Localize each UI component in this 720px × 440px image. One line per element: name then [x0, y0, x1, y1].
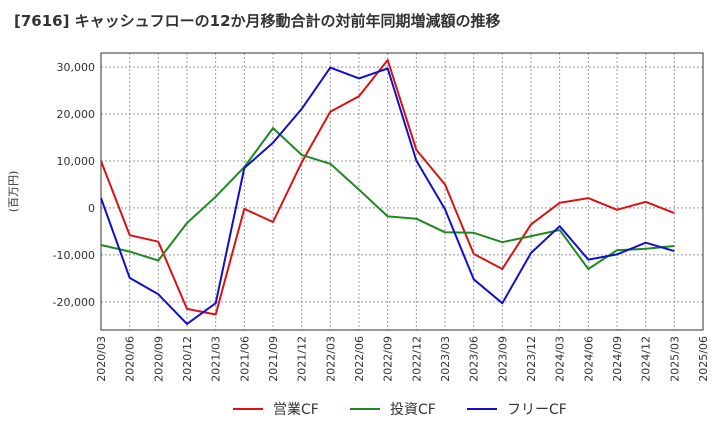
x-tick-label: 2023/06: [468, 336, 481, 382]
x-tick-label: 2024/03: [554, 336, 567, 382]
x-tick-label: 2021/12: [296, 336, 309, 382]
x-tick-label: 2021/09: [267, 336, 280, 382]
y-tick-label: -20,000: [53, 296, 95, 309]
y-tick-label: 30,000: [57, 61, 96, 74]
x-tick-label: 2021/03: [210, 336, 223, 382]
x-tick-label: 2022/03: [324, 336, 337, 382]
series-line-0: [100, 59, 675, 316]
x-tick-label: 2024/12: [640, 336, 653, 382]
x-tick-label: 2024/09: [611, 336, 624, 382]
x-tick-label: 2020/03: [95, 336, 108, 382]
x-tick-label: 2020/06: [124, 336, 137, 382]
x-tick-label: 2022/12: [410, 336, 423, 382]
x-tick-label: 2020/09: [152, 336, 165, 382]
x-tick-label: 2023/12: [525, 336, 538, 382]
x-tick-label: 2023/03: [439, 336, 452, 382]
x-tick-label: 2020/12: [181, 336, 194, 382]
legend-label-0: 営業CF: [273, 402, 319, 418]
y-tick-label: 20,000: [57, 108, 96, 121]
y-tick-label: 10,000: [57, 155, 96, 168]
x-tick-label: 2021/06: [238, 336, 251, 382]
x-tick-label: 2025/03: [668, 336, 681, 382]
y-tick-label: -10,000: [53, 249, 95, 262]
x-tick-label: 2022/09: [382, 336, 395, 382]
plot-area: [101, 53, 703, 330]
series-line-1: [100, 127, 675, 270]
y-tick-label: 0: [88, 202, 95, 215]
x-tick-label: 2025/06: [697, 336, 710, 382]
legend-label-2: フリーCF: [507, 402, 567, 418]
legend-label-1: 投資CF: [390, 402, 436, 418]
series-line-2: [100, 66, 675, 325]
x-tick-label: 2022/06: [353, 336, 366, 382]
plot-border: [100, 52, 704, 331]
chart-title: [7616] キャッシュフローの12か月移動合計の対前年同期増減額の推移: [14, 12, 501, 30]
y-axis-label: (百万円): [7, 171, 20, 213]
x-tick-label: 2024/06: [582, 336, 595, 382]
x-tick-label: 2023/09: [496, 336, 509, 382]
